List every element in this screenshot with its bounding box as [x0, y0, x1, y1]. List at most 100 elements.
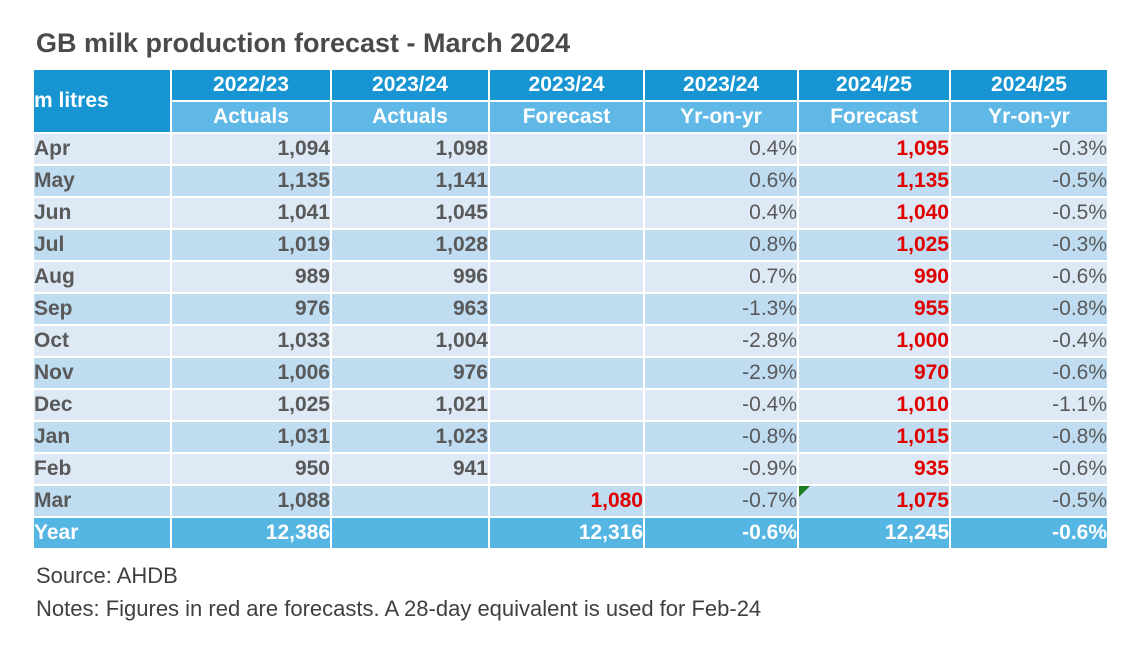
table-row-aug: Aug 989 996 0.7% 990 -0.6% [32, 260, 1109, 294]
actuals-2022-23-cell: 1,033 [170, 324, 332, 358]
yoy-2023-24-cell: -0.9% [643, 452, 799, 486]
table-row-nov: Nov 1,006 976 -2.9% 970 -0.6% [32, 356, 1109, 390]
yoy-2023-24-cell: -0.6% [643, 516, 799, 550]
table-row-dec: Dec 1,025 1,021 -0.4% 1,010 -1.1% [32, 388, 1109, 422]
yoy-2024-25-cell: -0.5% [949, 196, 1109, 230]
actuals-2022-23-cell: 1,019 [170, 228, 332, 262]
month-cell: Jan [32, 420, 172, 454]
actuals-2022-23-cell: 1,006 [170, 356, 332, 390]
col-header-label-1: Actuals [330, 100, 490, 134]
col-header-year-3: 2023/24 [643, 68, 799, 102]
forecast-2024-25-cell: 1,025 [797, 228, 951, 262]
table-row-sep: Sep 976 963 -1.3% 955 -0.8% [32, 292, 1109, 326]
forecast-2024-25-cell: 12,245 [797, 516, 951, 550]
actuals-2023-24-cell: 963 [330, 292, 490, 326]
forecast-2024-25-cell: 970 [797, 356, 951, 390]
comment-marker-icon [800, 487, 810, 497]
month-cell: Jul [32, 228, 172, 262]
actuals-2022-23-cell: 950 [170, 452, 332, 486]
source-note: Source: AHDB [36, 563, 178, 588]
month-cell: Oct [32, 324, 172, 358]
month-cell: Apr [32, 132, 172, 166]
forecast-2024-25-cell: 935 [797, 452, 951, 486]
header-year-row: m litres 2022/23 2023/24 2023/24 2023/24… [32, 68, 1109, 134]
table-row-feb: Feb 950 941 -0.9% 935 -0.6% [32, 452, 1109, 486]
actuals-2022-23-cell: 989 [170, 260, 332, 294]
forecast-2023-24-cell [488, 356, 645, 390]
yoy-2024-25-cell: -0.6% [949, 516, 1109, 550]
forecast-2023-24-cell: 1,080 [488, 484, 645, 518]
table-row-apr: Apr 1,094 1,098 0.4% 1,095 -0.3% [32, 132, 1109, 166]
actuals-2023-24-cell: 1,045 [330, 196, 490, 230]
yoy-2023-24-cell: 0.4% [643, 132, 799, 166]
actuals-2023-24-cell: 1,098 [330, 132, 490, 166]
yoy-2023-24-cell: -2.8% [643, 324, 799, 358]
forecast-2023-24-cell [488, 388, 645, 422]
forecast-2023-24-cell [488, 324, 645, 358]
footer: Source: AHDB Notes: Figures in red are f… [36, 563, 1132, 622]
table-header: m litres 2022/23 2023/24 2023/24 2023/24… [32, 68, 1109, 134]
milk-production-table: m litres 2022/23 2023/24 2023/24 2023/24… [32, 68, 1109, 550]
actuals-2023-24-cell [330, 516, 490, 550]
actuals-2023-24-cell: 1,004 [330, 324, 490, 358]
yoy-2023-24-cell: -1.3% [643, 292, 799, 326]
col-header-label-0: Actuals [170, 100, 332, 134]
actuals-2022-23-cell: 12,386 [170, 516, 332, 550]
month-cell: Dec [32, 388, 172, 422]
month-cell: May [32, 164, 172, 198]
actuals-2023-24-cell: 976 [330, 356, 490, 390]
forecast-2024-25-cell: 1,075 [797, 484, 951, 518]
actuals-2023-24-cell: 1,028 [330, 228, 490, 262]
actuals-2023-24-cell [330, 484, 490, 518]
forecast-2023-24-cell [488, 420, 645, 454]
forecast-2024-25-cell: 1,010 [797, 388, 951, 422]
unit-header-cell: m litres [32, 68, 172, 134]
col-header-year-4: 2024/25 [797, 68, 951, 102]
actuals-2022-23-cell: 1,088 [170, 484, 332, 518]
yoy-2023-24-cell: 0.6% [643, 164, 799, 198]
year-label-cell: Year [32, 516, 172, 550]
yoy-2023-24-cell: 0.8% [643, 228, 799, 262]
col-header-label-2: Forecast [488, 100, 645, 134]
yoy-2023-24-cell: -0.7% [643, 484, 799, 518]
forecast-2024-25-cell: 1,135 [797, 164, 951, 198]
cell-value: 1,075 [896, 489, 949, 512]
actuals-2022-23-cell: 976 [170, 292, 332, 326]
yoy-2024-25-cell: -0.8% [949, 292, 1109, 326]
table-row-jan: Jan 1,031 1,023 -0.8% 1,015 -0.8% [32, 420, 1109, 454]
forecast-2023-24-cell [488, 132, 645, 166]
yoy-2024-25-cell: -0.5% [949, 164, 1109, 198]
yoy-2024-25-cell: -0.3% [949, 228, 1109, 262]
actuals-2023-24-cell: 1,141 [330, 164, 490, 198]
forecast-2024-25-cell: 1,040 [797, 196, 951, 230]
yoy-2023-24-cell: -2.9% [643, 356, 799, 390]
yoy-2024-25-cell: -0.5% [949, 484, 1109, 518]
page-title: GB milk production forecast - March 2024 [36, 28, 571, 58]
col-header-year-0: 2022/23 [170, 68, 332, 102]
forecast-2023-24-cell [488, 260, 645, 294]
table-row-jun: Jun 1,041 1,045 0.4% 1,040 -0.5% [32, 196, 1109, 230]
actuals-2022-23-cell: 1,025 [170, 388, 332, 422]
yoy-2023-24-cell: -0.8% [643, 420, 799, 454]
forecast-2023-24-cell [488, 164, 645, 198]
col-header-year-5: 2024/25 [949, 68, 1109, 102]
yoy-2024-25-cell: -1.1% [949, 388, 1109, 422]
actuals-2023-24-cell: 1,023 [330, 420, 490, 454]
header-label-row: Actuals Actuals Forecast Yr-on-yr Foreca… [33, 100, 1109, 134]
actuals-2022-23-cell: 1,094 [170, 132, 332, 166]
col-header-label-3: Yr-on-yr [643, 100, 799, 134]
yoy-2024-25-cell: -0.4% [949, 324, 1109, 358]
table-row-year-total: Year 12,386 12,316 -0.6% 12,245 -0.6% [32, 516, 1109, 550]
forecast-note: Notes: Figures in red are forecasts. A 2… [36, 596, 762, 621]
forecast-2023-24-cell: 12,316 [488, 516, 645, 550]
actuals-2023-24-cell: 1,021 [330, 388, 490, 422]
table-row-may: May 1,135 1,141 0.6% 1,135 -0.5% [32, 164, 1109, 198]
yoy-2024-25-cell: -0.8% [949, 420, 1109, 454]
yoy-2024-25-cell: -0.6% [949, 452, 1109, 486]
col-header-year-2: 2023/24 [488, 68, 645, 102]
actuals-2022-23-cell: 1,031 [170, 420, 332, 454]
forecast-2024-25-cell: 1,095 [797, 132, 951, 166]
col-header-label-4: Forecast [797, 100, 951, 134]
yoy-2023-24-cell: 0.7% [643, 260, 799, 294]
table-row-mar: Mar 1,088 1,080 -0.7% 1,075 -0.5% [32, 484, 1109, 518]
